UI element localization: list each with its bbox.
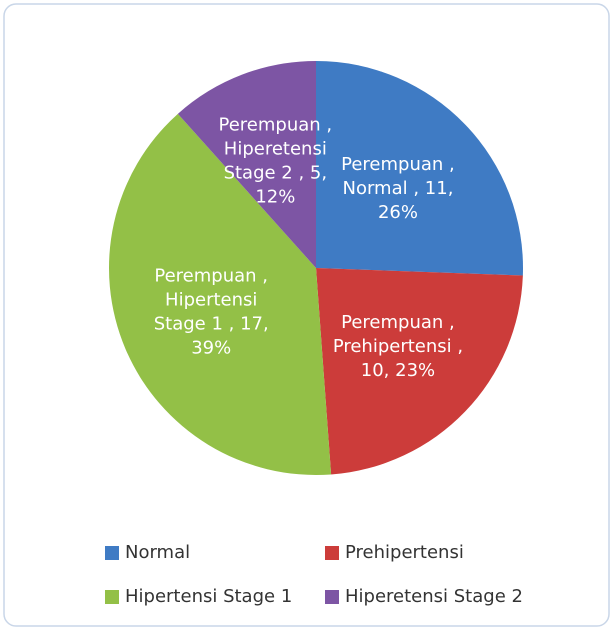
pie-slice bbox=[316, 61, 523, 276]
legend-label: Prehipertensi bbox=[345, 542, 464, 563]
pie-slice bbox=[177, 61, 316, 268]
pie-slice bbox=[316, 268, 523, 475]
legend-swatch bbox=[105, 546, 119, 560]
data-label: Perempuan , Normal , 11, 26% bbox=[341, 154, 455, 223]
legend-swatch bbox=[325, 546, 339, 560]
legend-swatch bbox=[105, 590, 119, 604]
data-label: Perempuan , Hipertensi Stage 1 , 17, 39% bbox=[154, 266, 269, 359]
legend-label: Hipertensi Stage 1 bbox=[125, 586, 292, 607]
legend-label: Hiperetensi Stage 2 bbox=[345, 586, 523, 607]
data-label: Perempuan , Prehipertensi , 10, 23% bbox=[333, 312, 463, 381]
legend-swatch bbox=[325, 590, 339, 604]
legend-label: Normal bbox=[125, 542, 190, 563]
pie-slice bbox=[109, 113, 332, 475]
data-label: Perempuan , Hiperetensi Stage 2 , 5, 12% bbox=[219, 115, 333, 208]
